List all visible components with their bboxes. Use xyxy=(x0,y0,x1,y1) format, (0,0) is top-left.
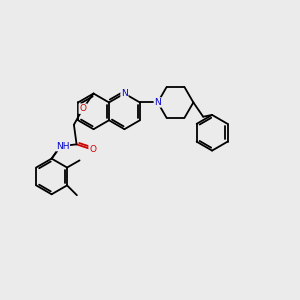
Text: NH: NH xyxy=(56,142,69,151)
Text: N: N xyxy=(121,89,128,98)
Text: O: O xyxy=(89,145,96,154)
Text: N: N xyxy=(154,98,161,107)
Text: O: O xyxy=(79,104,86,113)
